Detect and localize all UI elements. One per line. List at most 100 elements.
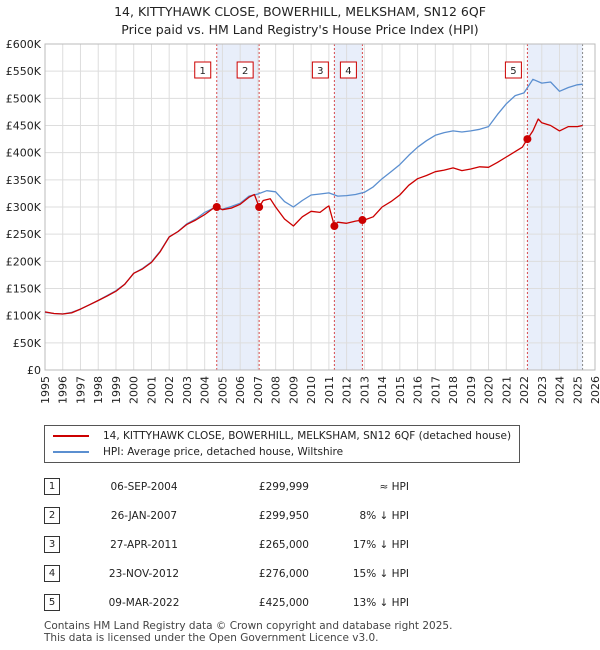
y-tick-label: £400K bbox=[6, 147, 42, 160]
footer-license: This data is licensed under the Open Gov… bbox=[44, 632, 379, 644]
sale-number-box bbox=[339, 61, 357, 79]
plot-area bbox=[44, 43, 596, 371]
transaction-hpi: ≈ HPI bbox=[379, 480, 409, 493]
x-tick-label: 2016 bbox=[412, 376, 425, 404]
y-tick-label: £200K bbox=[6, 255, 42, 268]
x-tick-label: 2010 bbox=[305, 376, 318, 404]
sale-point bbox=[212, 203, 221, 212]
y-tick-label: £250K bbox=[6, 228, 42, 241]
sale-number-label: 3 bbox=[317, 66, 323, 77]
x-tick-label: 2015 bbox=[394, 376, 407, 404]
transaction-price: £425,000 bbox=[258, 596, 309, 609]
sale-number-box bbox=[194, 61, 212, 79]
chart-title: 14, KITTYHAWK CLOSE, BOWERHILL, MELKSHAM… bbox=[114, 4, 486, 19]
x-tick-label: 2011 bbox=[323, 376, 336, 404]
x-tick-label: 2017 bbox=[429, 376, 442, 404]
y-tick-label: £550K bbox=[6, 65, 42, 78]
transaction-date: 26-JAN-2007 bbox=[110, 509, 178, 522]
table-row: 2 26-JAN-2007 £299,950 8% ↓ HPI bbox=[44, 501, 409, 530]
transaction-price: £276,000 bbox=[258, 567, 309, 580]
footer: Contains HM Land Registry data © Crown c… bbox=[44, 620, 452, 644]
transaction-number: 5 bbox=[44, 594, 60, 611]
legend-swatch-property bbox=[53, 435, 89, 437]
x-tick-label: 1998 bbox=[92, 376, 105, 404]
transaction-hpi: 13% ↓ HPI bbox=[352, 596, 409, 609]
transaction-price: £265,000 bbox=[258, 538, 309, 551]
transaction-date: 23-NOV-2012 bbox=[108, 567, 180, 580]
sale-number-box bbox=[311, 61, 329, 79]
sale-point bbox=[358, 216, 367, 225]
legend-item-hpi: HPI: Average price, detached house, Wilt… bbox=[53, 444, 343, 460]
x-tick-label: 2012 bbox=[341, 376, 354, 404]
sale-number-box bbox=[236, 61, 254, 79]
legend-item-property: 14, KITTYHAWK CLOSE, BOWERHILL, MELKSHAM… bbox=[53, 428, 511, 444]
transaction-price: £299,999 bbox=[258, 480, 309, 493]
footer-copyright: Contains HM Land Registry data © Crown c… bbox=[44, 620, 453, 632]
legend-label-property: 14, KITTYHAWK CLOSE, BOWERHILL, MELKSHAM… bbox=[103, 430, 512, 442]
table-row: 4 23-NOV-2012 £276,000 15% ↓ HPI bbox=[44, 559, 409, 588]
x-tick-label: 2002 bbox=[163, 376, 176, 404]
table-row: 3 27-APR-2011 £265,000 17% ↓ HPI bbox=[44, 530, 409, 559]
sale-number-box bbox=[504, 61, 522, 79]
sale-number-label: 1 bbox=[200, 66, 206, 77]
x-tick-label: 2003 bbox=[181, 376, 194, 404]
x-tick-label: 2006 bbox=[234, 376, 247, 404]
transaction-hpi: 17% ↓ HPI bbox=[352, 538, 409, 551]
x-tick-label: 2008 bbox=[270, 376, 283, 404]
y-tick-label: £50K bbox=[13, 337, 42, 350]
x-tick-label: 2020 bbox=[483, 376, 496, 404]
table-row: 1 06-SEP-2004 £299,999 ≈ HPI bbox=[44, 472, 409, 501]
x-tick-label: 2004 bbox=[199, 376, 212, 404]
x-tick-label: 2023 bbox=[536, 376, 549, 404]
property-series-line bbox=[44, 118, 583, 315]
x-tick-label: 2022 bbox=[518, 376, 531, 404]
y-tick-label: £350K bbox=[6, 174, 42, 187]
x-tick-label: 2013 bbox=[358, 376, 371, 404]
sale-number-label: 2 bbox=[242, 66, 248, 77]
legend-swatch-hpi bbox=[53, 451, 89, 453]
sale-point bbox=[255, 203, 264, 212]
transaction-number: 3 bbox=[44, 536, 60, 553]
price-chart: £0 £50K £100K £150K £200K £250K £300K £350K £400… bbox=[6, 38, 600, 404]
y-tick-label: £600K bbox=[6, 38, 42, 51]
legend-label-hpi: HPI: Average price, detached house, Wilt… bbox=[103, 446, 344, 458]
transaction-number: 1 bbox=[44, 478, 60, 495]
x-tick-label: 1997 bbox=[74, 376, 87, 404]
sale-number-label: 4 bbox=[345, 66, 351, 77]
transaction-date: 06-SEP-2004 bbox=[110, 480, 178, 493]
x-tick-label: 2024 bbox=[554, 376, 567, 404]
table-row: 5 09-MAR-2022 £425,000 13% ↓ HPI bbox=[44, 588, 409, 617]
x-tick-label: 2021 bbox=[500, 376, 513, 404]
sale-number-label: 5 bbox=[510, 66, 516, 77]
x-tick-label: 2025 bbox=[571, 376, 584, 404]
transaction-number: 4 bbox=[44, 565, 60, 582]
x-tick-label: 1995 bbox=[39, 376, 52, 404]
y-tick-label: £450K bbox=[6, 120, 42, 133]
x-tick-label: 2009 bbox=[287, 376, 300, 404]
y-tick-label: £100K bbox=[6, 310, 42, 323]
x-tick-label: 1999 bbox=[110, 376, 123, 404]
transaction-hpi: 15% ↓ HPI bbox=[352, 567, 409, 580]
sale-point bbox=[523, 135, 532, 144]
transaction-price: £299,950 bbox=[258, 509, 309, 522]
y-tick-label: £300K bbox=[6, 201, 42, 214]
x-tick-label: 2005 bbox=[216, 376, 229, 404]
x-tick-label: 2001 bbox=[145, 376, 158, 404]
transaction-hpi: 8% ↓ HPI bbox=[359, 509, 409, 522]
y-tick-label: £150K bbox=[6, 283, 42, 296]
transactions-table: 1 06-SEP-2004 £299,999 ≈ HPI 2 26-JAN-20… bbox=[44, 472, 409, 617]
x-tick-label: 2000 bbox=[128, 376, 141, 404]
transaction-date: 27-APR-2011 bbox=[110, 538, 178, 551]
sale-point bbox=[330, 222, 339, 231]
x-tick-label: 2014 bbox=[376, 376, 389, 404]
x-tick-label: 2007 bbox=[252, 376, 265, 404]
y-tick-label: £0 bbox=[27, 364, 41, 377]
chart-subtitle: Price paid vs. HM Land Registry's House … bbox=[121, 22, 479, 37]
transaction-date: 09-MAR-2022 bbox=[108, 596, 180, 609]
x-tick-label: 2018 bbox=[447, 376, 460, 404]
hpi-series-line bbox=[44, 78, 583, 315]
x-tick-label: 2026 bbox=[589, 376, 600, 404]
x-tick-label: 2019 bbox=[465, 376, 478, 404]
y-tick-label: £500K bbox=[6, 92, 42, 105]
x-tick-label: 1996 bbox=[57, 376, 70, 404]
